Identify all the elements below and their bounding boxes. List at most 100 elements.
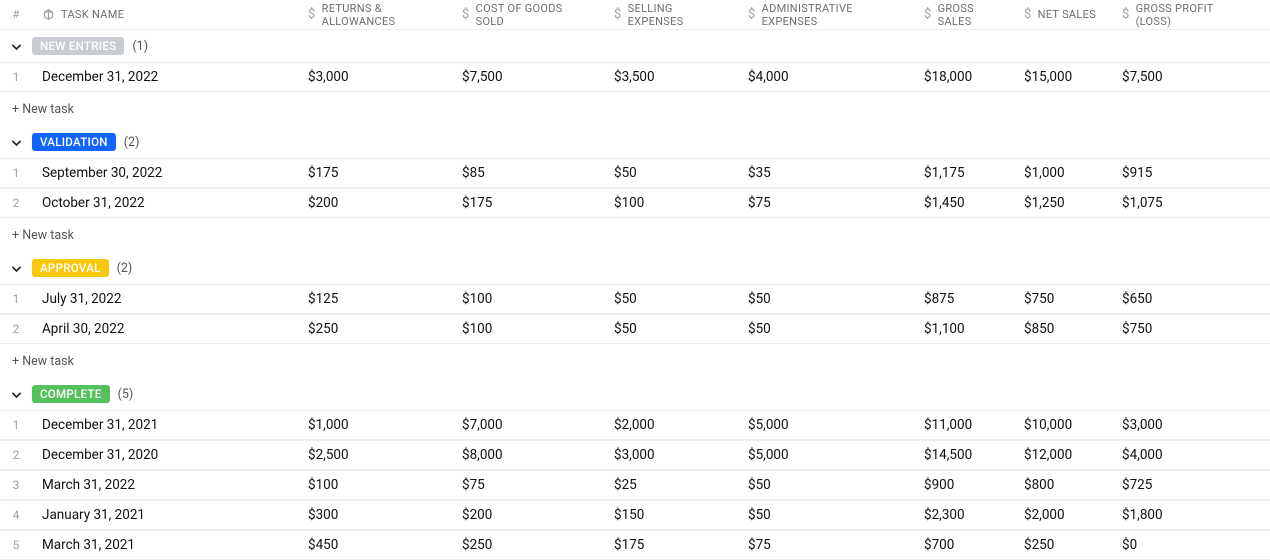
value-cell[interactable]: $3,000: [604, 447, 738, 463]
value-cell[interactable]: $100: [452, 291, 604, 307]
value-cell[interactable]: $50: [738, 507, 914, 523]
col-header-gross-sales[interactable]: $GROSS SALES: [914, 2, 1014, 28]
value-cell[interactable]: $2,500: [298, 447, 452, 463]
value-cell[interactable]: $175: [452, 195, 604, 211]
value-cell[interactable]: $800: [1014, 477, 1112, 493]
table-row[interactable]: 1December 31, 2021$1,000$7,000$2,000$5,0…: [0, 410, 1270, 440]
value-cell[interactable]: $3,000: [298, 69, 452, 85]
value-cell[interactable]: $915: [1112, 165, 1254, 181]
value-cell[interactable]: $900: [914, 477, 1014, 493]
value-cell[interactable]: $3,500: [604, 69, 738, 85]
value-cell[interactable]: $50: [604, 291, 738, 307]
group-status-pill[interactable]: VALIDATION: [32, 133, 116, 151]
value-cell[interactable]: $3,000: [1112, 417, 1254, 433]
value-cell[interactable]: $2,000: [1014, 507, 1112, 523]
new-task-button[interactable]: + New task: [0, 218, 1270, 252]
col-header-selling[interactable]: $SELLING EXPENSES: [604, 2, 738, 28]
value-cell[interactable]: $650: [1112, 291, 1254, 307]
value-cell[interactable]: $200: [298, 195, 452, 211]
col-header-net-sales[interactable]: $NET SALES: [1014, 7, 1112, 22]
task-name-cell[interactable]: December 31, 2020: [32, 447, 298, 463]
value-cell[interactable]: $75: [738, 537, 914, 553]
table-row[interactable]: 2October 31, 2022$200$175$100$75$1,450$1…: [0, 188, 1270, 218]
table-row[interactable]: 2December 31, 2020$2,500$8,000$3,000$5,0…: [0, 440, 1270, 470]
col-header-cogs[interactable]: $COST OF GOODS SOLD: [452, 2, 604, 28]
task-name-cell[interactable]: March 31, 2022: [32, 477, 298, 493]
value-cell[interactable]: $50: [738, 291, 914, 307]
col-header-admin[interactable]: $ADMINISTRATIVE EXPENSES: [738, 2, 914, 28]
value-cell[interactable]: $5,000: [738, 417, 914, 433]
value-cell[interactable]: $100: [298, 477, 452, 493]
value-cell[interactable]: $100: [452, 321, 604, 337]
value-cell[interactable]: $875: [914, 291, 1014, 307]
value-cell[interactable]: $1,250: [1014, 195, 1112, 211]
chevron-down-icon[interactable]: [8, 38, 24, 54]
value-cell[interactable]: $75: [738, 195, 914, 211]
new-task-button[interactable]: + New task: [0, 344, 1270, 378]
group-status-pill[interactable]: APPROVAL: [32, 259, 109, 277]
value-cell[interactable]: $150: [604, 507, 738, 523]
chevron-down-icon[interactable]: [8, 386, 24, 402]
value-cell[interactable]: $7,500: [452, 69, 604, 85]
value-cell[interactable]: $750: [1014, 291, 1112, 307]
value-cell[interactable]: $18,000: [914, 69, 1014, 85]
value-cell[interactable]: $12,000: [1014, 447, 1112, 463]
task-name-cell[interactable]: April 30, 2022: [32, 321, 298, 337]
value-cell[interactable]: $50: [738, 321, 914, 337]
value-cell[interactable]: $1,075: [1112, 195, 1254, 211]
value-cell[interactable]: $1,175: [914, 165, 1014, 181]
value-cell[interactable]: $85: [452, 165, 604, 181]
value-cell[interactable]: $50: [604, 321, 738, 337]
task-name-cell[interactable]: July 31, 2022: [32, 291, 298, 307]
value-cell[interactable]: $15,000: [1014, 69, 1112, 85]
value-cell[interactable]: $250: [1014, 537, 1112, 553]
task-name-cell[interactable]: October 31, 2022: [32, 195, 298, 211]
value-cell[interactable]: $1,100: [914, 321, 1014, 337]
table-row[interactable]: 3March 31, 2022$100$75$25$50$900$800$725: [0, 470, 1270, 500]
new-task-button[interactable]: + New task: [0, 92, 1270, 126]
table-row[interactable]: 1December 31, 2022$3,000$7,500$3,500$4,0…: [0, 62, 1270, 92]
value-cell[interactable]: $50: [738, 477, 914, 493]
value-cell[interactable]: $4,000: [738, 69, 914, 85]
value-cell[interactable]: $7,500: [1112, 69, 1254, 85]
value-cell[interactable]: $5,000: [738, 447, 914, 463]
chevron-down-icon[interactable]: [8, 134, 24, 150]
table-row[interactable]: 2April 30, 2022$250$100$50$50$1,100$850$…: [0, 314, 1270, 344]
value-cell[interactable]: $4,000: [1112, 447, 1254, 463]
chevron-down-icon[interactable]: [8, 260, 24, 276]
task-name-cell[interactable]: September 30, 2022: [32, 165, 298, 181]
value-cell[interactable]: $175: [298, 165, 452, 181]
table-row[interactable]: 1July 31, 2022$125$100$50$50$875$750$650: [0, 284, 1270, 314]
value-cell[interactable]: $2,300: [914, 507, 1014, 523]
value-cell[interactable]: $725: [1112, 477, 1254, 493]
col-header-gross-profit[interactable]: $GROSS PROFIT (LOSS): [1112, 2, 1254, 28]
value-cell[interactable]: $250: [298, 321, 452, 337]
value-cell[interactable]: $700: [914, 537, 1014, 553]
value-cell[interactable]: $200: [452, 507, 604, 523]
col-header-task-name[interactable]: TASK NAME: [32, 8, 298, 21]
value-cell[interactable]: $11,000: [914, 417, 1014, 433]
value-cell[interactable]: $10,000: [1014, 417, 1112, 433]
value-cell[interactable]: $1,450: [914, 195, 1014, 211]
value-cell[interactable]: $1,800: [1112, 507, 1254, 523]
value-cell[interactable]: $1,000: [1014, 165, 1112, 181]
task-name-cell[interactable]: December 31, 2022: [32, 69, 298, 85]
value-cell[interactable]: $8,000: [452, 447, 604, 463]
value-cell[interactable]: $750: [1112, 321, 1254, 337]
value-cell[interactable]: $450: [298, 537, 452, 553]
value-cell[interactable]: $25: [604, 477, 738, 493]
table-row[interactable]: 5March 31, 2021$450$250$175$75$700$250$0: [0, 530, 1270, 560]
value-cell[interactable]: $75: [452, 477, 604, 493]
table-row[interactable]: 4January 31, 2021$300$200$150$50$2,300$2…: [0, 500, 1270, 530]
value-cell[interactable]: $1,000: [298, 417, 452, 433]
group-status-pill[interactable]: NEW ENTRIES: [32, 37, 124, 55]
value-cell[interactable]: $100: [604, 195, 738, 211]
value-cell[interactable]: $125: [298, 291, 452, 307]
value-cell[interactable]: $0: [1112, 537, 1254, 553]
task-name-cell[interactable]: March 31, 2021: [32, 537, 298, 553]
table-row[interactable]: 1September 30, 2022$175$85$50$35$1,175$1…: [0, 158, 1270, 188]
value-cell[interactable]: $300: [298, 507, 452, 523]
value-cell[interactable]: $50: [604, 165, 738, 181]
value-cell[interactable]: $2,000: [604, 417, 738, 433]
value-cell[interactable]: $250: [452, 537, 604, 553]
